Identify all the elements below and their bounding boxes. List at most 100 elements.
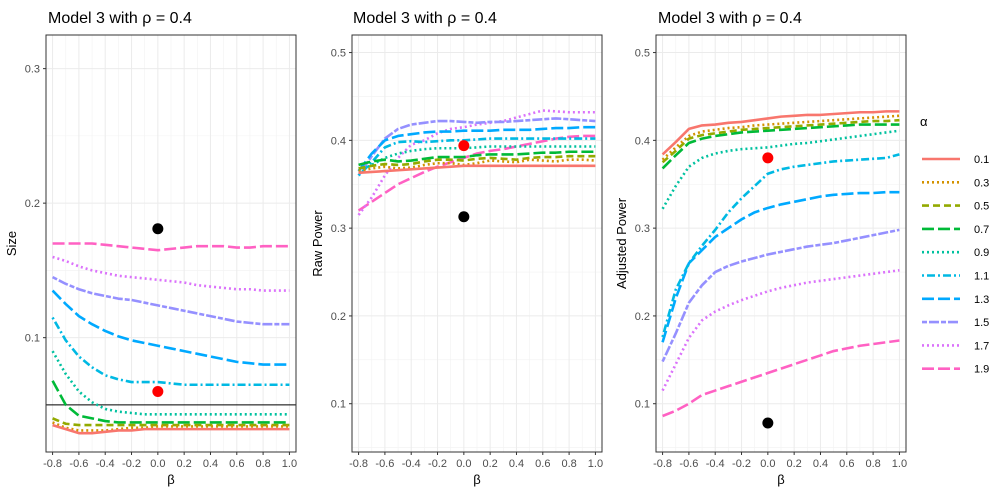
red-point <box>152 385 164 397</box>
series-line-1.9 <box>662 339 900 418</box>
x-tick-label: 0.0 <box>760 458 775 470</box>
series-line-0.9 <box>661 129 900 210</box>
red-point <box>458 140 470 152</box>
legend: α 0.1 0.3 0.5 0.7 0.9 1.1 1.3 1.5 1.7 1.9 <box>920 114 989 376</box>
legend-label: 0.5 <box>974 201 989 213</box>
series-group <box>51 242 290 435</box>
series-line-0.7 <box>661 123 900 170</box>
y-tick-label: 0.4 <box>635 135 650 147</box>
y-axis-label: Adjusted Power <box>614 197 629 289</box>
legend-item-0.3: 0.3 <box>922 177 989 189</box>
x-tick-label: -0.2 <box>428 458 447 470</box>
x-tick-label: -0.4 <box>706 458 725 470</box>
y-tick-label: 0.2 <box>635 311 650 323</box>
black-point <box>152 223 164 235</box>
x-tick-label: 1.0 <box>588 458 603 470</box>
y-axis-label: Raw Power <box>310 210 325 277</box>
series-line-0.9 <box>358 145 596 173</box>
x-tick-label: 0.6 <box>229 458 244 470</box>
series-line-1.1 <box>51 316 290 387</box>
series-line-0.1 <box>661 110 900 156</box>
x-tick-label: 0.6 <box>535 458 550 470</box>
panel-title: Model 3 with ρ = 0.4 <box>48 10 192 27</box>
legend-label: 1.5 <box>974 317 989 329</box>
x-tick-label: 1.0 <box>892 458 907 470</box>
legend-label: 1.9 <box>974 364 989 376</box>
x-tick-label: -0.4 <box>96 458 115 470</box>
grid <box>352 35 602 452</box>
series-line-0.7 <box>51 380 290 424</box>
series-line-0.5 <box>358 154 596 170</box>
x-tick-label: 0.2 <box>483 458 498 470</box>
series-line-0.3 <box>52 421 290 432</box>
x-tick-label: -0.6 <box>69 458 88 470</box>
x-tick-label: 0.2 <box>787 458 802 470</box>
legend-item-1.9: 1.9 <box>922 364 989 376</box>
x-tick-label: 0.2 <box>177 458 192 470</box>
x-tick-label: 0.0 <box>456 458 471 470</box>
x-tick-label: 0.4 <box>509 458 524 470</box>
legend-item-1.5: 1.5 <box>922 317 989 329</box>
legend-label: 0.7 <box>974 224 989 236</box>
x-axis-label: β <box>473 472 480 487</box>
plot-border <box>655 34 907 453</box>
series-line-0.7 <box>358 150 596 167</box>
legend-label: 1.1 <box>974 271 989 283</box>
legend-label: 0.9 <box>974 247 989 259</box>
grid <box>656 35 906 452</box>
series-line-0.5 <box>52 417 290 427</box>
y-tick-label: 0.1 <box>331 399 346 411</box>
series-line-1.3 <box>661 190 900 343</box>
black-point <box>458 211 470 223</box>
black-point <box>762 417 774 429</box>
red-point <box>762 152 774 164</box>
series-group <box>357 109 596 216</box>
panel-1: -0.8 -0.6 -0.4 -0.2 0.0 0.2 0.4 0.6 0.8 1.0 0.1 0.2… <box>4 10 297 487</box>
x-tick-label: 0.8 <box>255 458 270 470</box>
series-line-1.7 <box>661 268 900 392</box>
y-tick-label: 0.1 <box>635 399 650 411</box>
x-tick-label: -0.4 <box>402 458 421 470</box>
plot-border <box>351 34 603 453</box>
series-line-0.9 <box>51 350 290 416</box>
legend-item-1.7: 1.7 <box>922 340 989 352</box>
series-line-1.7 <box>52 255 290 292</box>
series-line-0.1 <box>358 164 596 175</box>
y-tick-label: 0.5 <box>635 48 650 60</box>
x-tick-label: -0.8 <box>349 458 368 470</box>
legend-item-0.9: 0.9 <box>922 247 989 259</box>
legend-label: 0.1 <box>974 154 989 166</box>
x-tick-label: 0.4 <box>203 458 218 470</box>
x-tick-label: -0.6 <box>375 458 394 470</box>
legend-item-0.1: 0.1 <box>922 154 989 166</box>
x-tick-label: 0.8 <box>561 458 576 470</box>
legend-label: 1.7 <box>974 340 989 352</box>
legend-label: 0.3 <box>974 177 989 189</box>
y-tick-label: 0.5 <box>331 48 346 60</box>
legend-item-1.1: 1.1 <box>922 271 989 283</box>
legend-item-0.5: 0.5 <box>922 201 989 213</box>
series-line-1.9 <box>357 134 596 212</box>
x-tick-label: -0.2 <box>122 458 141 470</box>
legend-item-1.3: 1.3 <box>922 294 989 306</box>
x-tick-label: -0.8 <box>43 458 62 470</box>
panel-title: Model 3 with ρ = 0.4 <box>353 10 497 27</box>
x-axis-label: β <box>777 472 784 487</box>
series-group <box>661 110 900 418</box>
series-line-0.1 <box>52 423 290 435</box>
series-line-1.5 <box>661 228 900 363</box>
legend-title: α <box>920 114 928 129</box>
series-line-1.3 <box>357 125 596 172</box>
y-axis-label: Size <box>4 231 19 256</box>
x-tick-label: 0.6 <box>839 458 854 470</box>
series-line-1.5 <box>51 275 290 326</box>
series-line-1.9 <box>52 242 290 252</box>
legend-item-0.7: 0.7 <box>922 224 989 236</box>
x-tick-label: -0.6 <box>679 458 698 470</box>
y-tick-label: 0.3 <box>25 64 40 76</box>
series-line-1.5 <box>357 117 596 177</box>
legend-label: 1.3 <box>974 294 989 306</box>
x-tick-label: 0.8 <box>865 458 880 470</box>
y-tick-label: 0.4 <box>331 135 346 147</box>
